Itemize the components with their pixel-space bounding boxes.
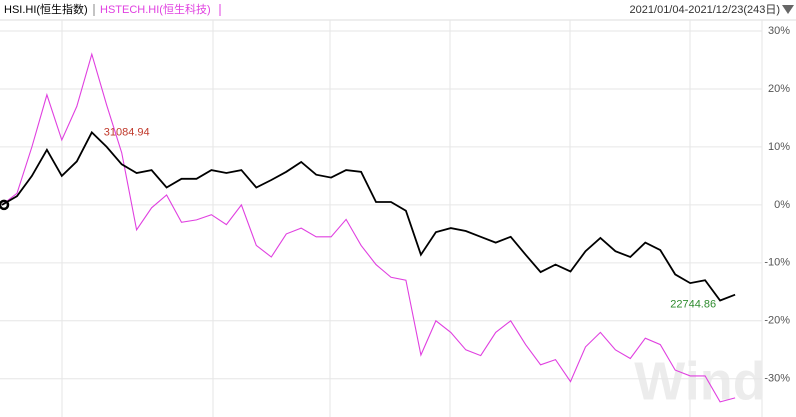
legend-hsi: HSI.HI(恒生指数) — [4, 2, 88, 16]
annotation: 31084.94 — [104, 126, 150, 138]
y-tick-label: -20% — [764, 315, 790, 327]
vertical-grid — [61, 20, 763, 417]
annotation: 22744.86 — [670, 298, 716, 310]
series-line — [1, 130, 736, 302]
y-tick-label: -10% — [764, 257, 790, 269]
legend-hstech: HSTECH.HI(恒生科技) — [100, 2, 211, 16]
dropdown-icon[interactable] — [782, 5, 794, 14]
y-tick-label: 0% — [774, 199, 790, 211]
start-marker — [0, 199, 10, 211]
date-range: 2021/01/04-2021/12/23(243日) — [630, 4, 780, 16]
y-tick-label: -30% — [764, 373, 790, 385]
y-tick-label: 10% — [768, 141, 790, 153]
watermark: Wind — [634, 351, 765, 411]
y-tick-label: 30% — [768, 25, 790, 37]
y-tick-label: 20% — [768, 83, 790, 95]
series-line — [1, 52, 736, 403]
